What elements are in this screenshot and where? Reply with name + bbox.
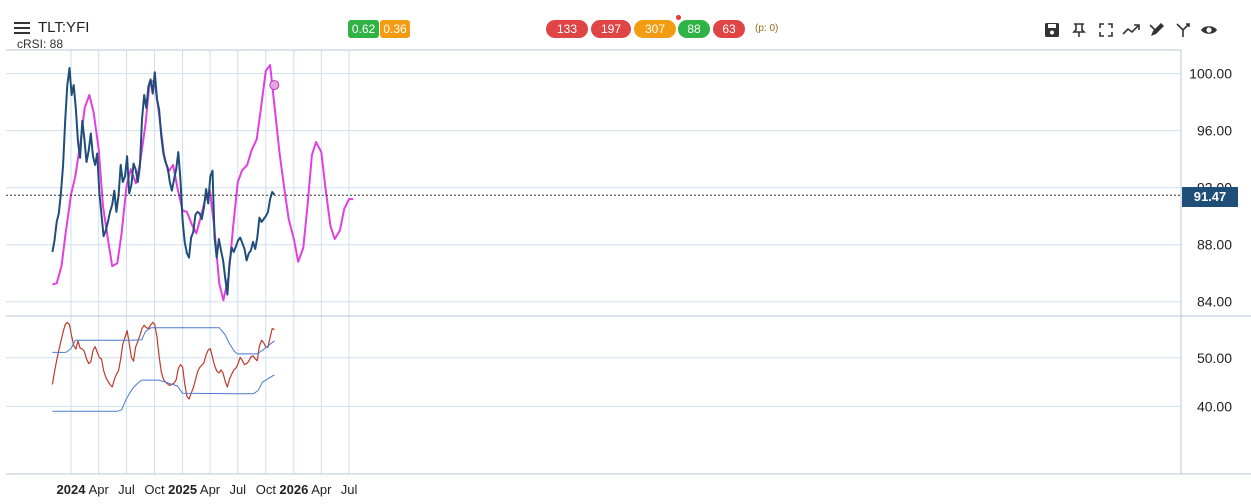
x-tick-label: Jul: [229, 482, 246, 497]
eye-icon[interactable]: [1199, 20, 1219, 40]
chart-header: TLT:YFI cRSI: 88 0.62 0.36 133 197 307 8…: [0, 0, 1251, 56]
metric-badge-left-2[interactable]: 0.36: [380, 20, 410, 38]
active-dot: [676, 15, 681, 20]
fork-icon[interactable]: [1173, 20, 1193, 40]
x-tick-label: Apr: [89, 482, 110, 497]
x-tick-label: Apr: [311, 482, 332, 497]
y-tick-label: 100.00: [1189, 66, 1232, 82]
lower_band-line: [52, 374, 275, 412]
upper_band-line: [52, 327, 275, 355]
y-tick-label: 88.00: [1197, 237, 1232, 253]
price-line: [51, 67, 276, 296]
indicator-label: cRSI: 88: [17, 37, 64, 51]
cycle-badge-1[interactable]: 133: [546, 20, 588, 38]
crsi-line: [51, 321, 275, 400]
x-tick-label: Jul: [118, 482, 135, 497]
cycle-badge-2[interactable]: 197: [591, 20, 631, 38]
save-icon[interactable]: [1042, 20, 1062, 40]
y-tick-label: 96.00: [1197, 123, 1232, 139]
x-tick-label: 2024: [57, 482, 87, 497]
fullscreen-icon[interactable]: [1096, 20, 1116, 40]
pin-icon[interactable]: [1069, 20, 1089, 40]
x-tick-label: Apr: [200, 482, 221, 497]
cycle-badge-4[interactable]: 88: [678, 20, 710, 38]
symbol-label[interactable]: TLT:YFI: [38, 19, 90, 36]
metric-badge-left-1[interactable]: 0.62: [348, 20, 379, 38]
menu-icon[interactable]: [14, 22, 30, 34]
cycle-badge-3[interactable]: 307: [634, 20, 676, 38]
draw-icon[interactable]: [1147, 20, 1167, 40]
x-tick-label: 2026: [279, 482, 308, 497]
last-price-tag: 91.47: [1182, 187, 1238, 207]
x-tick-label: Oct: [144, 482, 165, 497]
p-value-label: (p: 0): [755, 23, 779, 34]
x-tick-label: Oct: [256, 482, 277, 497]
trend-icon[interactable]: [1121, 20, 1141, 40]
y-tick-label: 50.00: [1197, 350, 1232, 366]
y-tick-label: 84.00: [1197, 294, 1232, 310]
x-tick-label: Jul: [341, 482, 358, 497]
cycle-projection-line: [52, 64, 354, 302]
y-tick-label: 40.00: [1197, 398, 1232, 414]
projection-marker: [269, 80, 280, 91]
x-tick-label: 2025: [168, 482, 197, 497]
cycle-badge-5[interactable]: 63: [713, 20, 745, 38]
